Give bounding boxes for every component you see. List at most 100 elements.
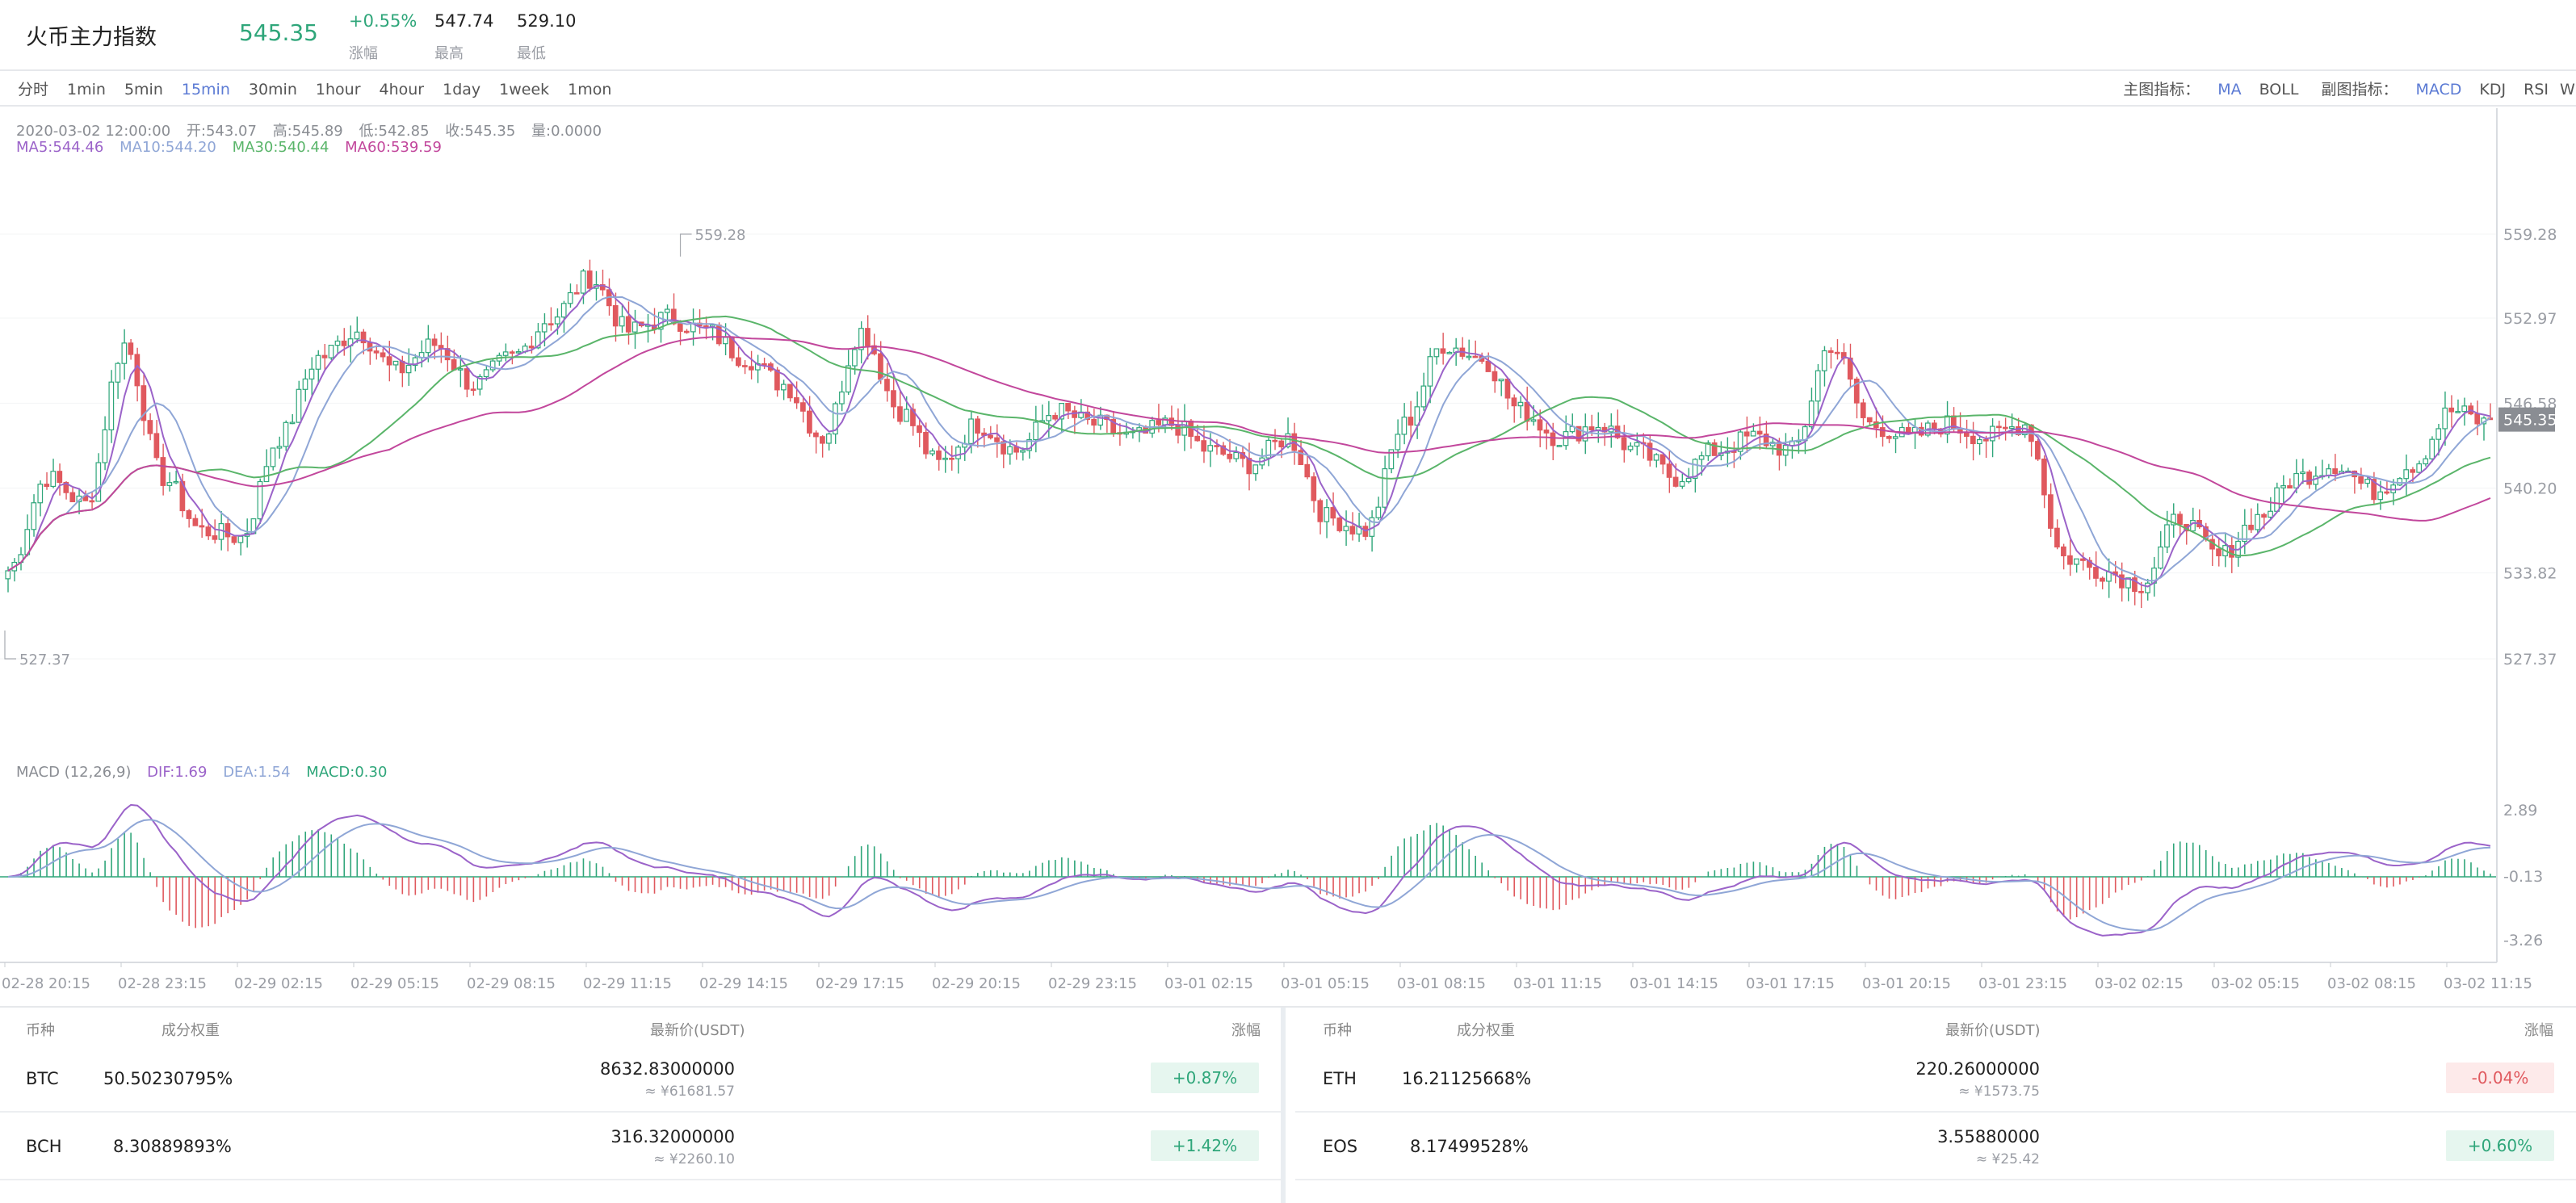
candle-body bbox=[1879, 427, 1886, 438]
table-row[interactable]: ETH 16.21125668% 220.26000000 ≈ ¥1573.75… bbox=[1295, 1046, 2576, 1113]
time-tick-label: 03-01 23:15 bbox=[1978, 975, 2067, 992]
kline-chart[interactable]: 559.28 527.37 559.28 552.97 546.58 540.20 533.… bbox=[0, 108, 2576, 1004]
ma30-value: MA30:540.44 bbox=[232, 139, 329, 156]
period-tab-1hour[interactable]: 1hour bbox=[315, 81, 361, 99]
candle-body bbox=[302, 378, 308, 390]
candle-body bbox=[1485, 360, 1491, 372]
row-weight: 16.21125668% bbox=[1402, 1069, 1532, 1088]
candle-body bbox=[612, 304, 619, 327]
candle-body bbox=[1414, 406, 1420, 426]
candle-body bbox=[1065, 403, 1071, 412]
macd-info: MACD (12,26,9) DIF:1.69 DEA:1.54 MACD:0.… bbox=[16, 764, 398, 781]
candle-body bbox=[283, 421, 289, 447]
row-change-badge: +0.87% bbox=[1151, 1063, 1259, 1093]
ma60-line bbox=[7, 336, 2491, 572]
row-weight: 8.30889893% bbox=[113, 1137, 232, 1156]
col-symbol: 币种 bbox=[1323, 1022, 1352, 1039]
candle-body bbox=[192, 518, 199, 526]
candle-body bbox=[2268, 510, 2273, 518]
period-tab-15min[interactable]: 15min bbox=[181, 81, 230, 99]
candle-body bbox=[2177, 513, 2183, 526]
candle-body bbox=[69, 492, 76, 503]
candle-body bbox=[2287, 485, 2293, 488]
period-tab-5min[interactable]: 5min bbox=[124, 81, 163, 99]
candle-body bbox=[1504, 378, 1511, 399]
sub-indicator-label: 副图指标： bbox=[2321, 81, 2398, 99]
candle-body bbox=[1007, 446, 1013, 455]
candle-body bbox=[1963, 432, 1970, 437]
row-price-cny: ≈ ¥61681.57 bbox=[644, 1084, 735, 1100]
candle-body bbox=[1550, 432, 1556, 446]
candle-body bbox=[833, 403, 838, 435]
candle-body bbox=[1860, 402, 1866, 418]
candle-body bbox=[392, 360, 399, 366]
candle-body bbox=[115, 363, 121, 383]
period-tab-1day[interactable]: 1day bbox=[443, 81, 481, 99]
candle-body bbox=[1524, 401, 1530, 422]
period-tab-1min[interactable]: 1min bbox=[67, 81, 106, 99]
time-tick-label: 03-02 05:15 bbox=[2211, 975, 2300, 992]
candle-body bbox=[1433, 348, 1440, 358]
time-tick-label: 02-29 02:15 bbox=[234, 975, 323, 992]
candle-body bbox=[2003, 426, 2008, 430]
col-change: 涨幅 bbox=[2524, 1022, 2553, 1039]
table-row[interactable]: BCH 8.30889893% 316.32000000 ≈ ¥2260.10 … bbox=[0, 1114, 1281, 1180]
table-row[interactable]: BTC 50.50230795% 8632.83000000 ≈ ¥61681.… bbox=[0, 1046, 1281, 1113]
high-value: 547.74 bbox=[434, 11, 494, 31]
candle-body bbox=[1252, 464, 1259, 475]
sub-indicator-macd[interactable]: MACD bbox=[2415, 81, 2462, 99]
sub-indicator-wr[interactable]: WR bbox=[2560, 81, 2576, 99]
candle-body bbox=[664, 308, 670, 313]
candle-body bbox=[1692, 459, 1698, 480]
row-change-badge: +0.60% bbox=[2446, 1130, 2554, 1161]
candle-body bbox=[1827, 350, 1834, 354]
candle-body bbox=[1110, 418, 1116, 434]
candle-body bbox=[619, 316, 625, 327]
candle-body bbox=[541, 323, 548, 333]
chart-axes: 559.28527.37559.28552.97546.58540.20533.… bbox=[0, 108, 2557, 992]
candle-body bbox=[1472, 355, 1479, 358]
candle-body bbox=[95, 462, 102, 502]
candle-body bbox=[224, 522, 231, 538]
main-indicator-ma[interactable]: MA bbox=[2217, 81, 2242, 99]
candle-body bbox=[2358, 476, 2364, 484]
index-header: 火币主力指数 545.35 +0.55% 涨幅 547.74 最高 529.10… bbox=[0, 0, 2576, 71]
candle-body bbox=[2403, 469, 2410, 480]
candle-body bbox=[1285, 433, 1291, 448]
candle-body bbox=[1892, 436, 1898, 439]
candle-body bbox=[2074, 558, 2079, 565]
candle-body bbox=[296, 388, 302, 423]
table-row[interactable]: EOS 8.17499528% 3.55880000 ≈ ¥25.42 +0.6… bbox=[1295, 1114, 2576, 1180]
candle-body bbox=[2100, 577, 2105, 582]
macd-params: MACD (12,26,9) bbox=[16, 764, 132, 781]
candle-body bbox=[1970, 435, 1976, 445]
candle-body bbox=[2332, 468, 2338, 475]
period-tab-timeline[interactable]: 分时 bbox=[18, 81, 49, 99]
candle-body bbox=[1750, 430, 1756, 437]
candle-body bbox=[1537, 419, 1543, 431]
candle-body bbox=[1427, 356, 1433, 387]
candle-body bbox=[794, 397, 799, 404]
main-indicator-boll[interactable]: BOLL bbox=[2259, 81, 2299, 99]
period-tab-4hour[interactable]: 4hour bbox=[379, 81, 425, 99]
period-tab-1mon[interactable]: 1mon bbox=[568, 81, 612, 99]
period-tab-1week[interactable]: 1week bbox=[499, 81, 550, 99]
candle-body bbox=[1834, 351, 1840, 354]
candle-body bbox=[2255, 513, 2260, 530]
chart-toolbar: 分时 1min 5min 15min 30min 1hour 4hour 1da… bbox=[0, 73, 2576, 107]
candle-body bbox=[431, 338, 438, 346]
candle-body bbox=[2397, 478, 2403, 486]
candle-body bbox=[1886, 435, 1892, 439]
candle-body bbox=[1575, 425, 1582, 442]
candle-body bbox=[2313, 476, 2318, 485]
sub-indicator-rsi[interactable]: RSI bbox=[2524, 81, 2549, 99]
candle-body bbox=[975, 418, 980, 434]
candle-body bbox=[1298, 450, 1304, 466]
candle-body bbox=[2274, 487, 2280, 512]
time-tick-label: 03-01 02:15 bbox=[1164, 975, 1253, 992]
kline-chart-svg[interactable]: 559.28527.37559.28552.97546.58540.20533.… bbox=[0, 108, 2576, 1004]
candle-body bbox=[1743, 431, 1750, 437]
candle-body bbox=[2384, 491, 2390, 494]
period-tab-30min[interactable]: 30min bbox=[248, 81, 297, 99]
sub-indicator-kdj[interactable]: KDJ bbox=[2479, 81, 2507, 99]
